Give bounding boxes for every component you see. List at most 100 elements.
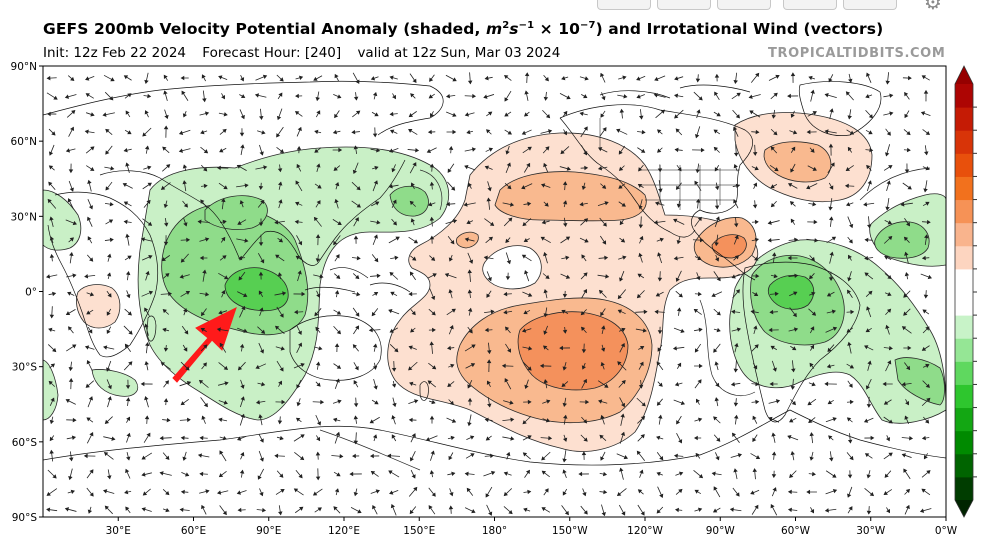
- wind-vector-head: [260, 199, 265, 205]
- wind-vector-head: [697, 417, 703, 422]
- wind-vector-head: [372, 434, 378, 439]
- wind-vector-head: [205, 292, 210, 297]
- wind-vector-head: [829, 457, 834, 462]
- wind-vector-head: [844, 183, 849, 189]
- wind-vector-head: [141, 455, 146, 460]
- wind-vector-head: [734, 342, 739, 348]
- wind-vector-head: [673, 218, 678, 223]
- x-axis-ticks: 30°E 60°E 90°E 120°E 150°E 180° 150°W 120°W 90°W…: [106, 517, 958, 537]
- toolbar-button-2[interactable]: [657, 0, 711, 10]
- wind-vector-head: [52, 291, 57, 297]
- wind-vector-head: [775, 74, 780, 79]
- wind-vector-head: [446, 201, 450, 207]
- wind-vector-head: [656, 401, 661, 406]
- wind-vector-head: [217, 490, 222, 495]
- wind-vector-head: [107, 396, 112, 401]
- wind-vector-head: [317, 507, 322, 512]
- wind-vector-head: [770, 345, 775, 350]
- wind-vector-head: [883, 400, 889, 405]
- wind-vector-head: [636, 293, 642, 299]
- wind-vector-head: [713, 348, 718, 353]
- wind-vector-head: [809, 274, 814, 280]
- wind-vector-head: [299, 506, 304, 511]
- coastlines: [43, 80, 946, 466]
- wind-vector-head: [296, 402, 301, 407]
- wind-vector-head: [654, 309, 659, 315]
- wind-vector-head: [68, 475, 73, 481]
- wind-vector-head: [713, 486, 718, 491]
- wind-vector-head: [526, 162, 531, 168]
- wind-vector-head: [716, 437, 721, 442]
- wind-vector-head: [389, 111, 394, 117]
- wind-vector-head: [336, 274, 341, 279]
- x-tick-label: 120°E: [328, 525, 360, 537]
- wind-vector-head: [847, 493, 852, 498]
- wind-vector-head: [184, 330, 189, 335]
- wind-vector-head: [790, 451, 795, 456]
- wind-vector-head: [503, 491, 508, 497]
- wind-vector-head: [714, 73, 720, 78]
- wind-vector-head: [735, 183, 740, 189]
- wind-vector-head: [790, 168, 795, 173]
- wind-vector-head: [466, 487, 471, 493]
- wind-vector-head: [562, 402, 567, 407]
- toolbar-button-5[interactable]: [843, 0, 897, 10]
- wind-vector-head: [301, 291, 306, 297]
- wind-vector-head: [697, 507, 703, 512]
- colorbar-segment: [955, 384, 973, 409]
- wind-vector-head: [123, 75, 129, 80]
- wind-vector-head: [735, 492, 740, 497]
- wind-vector-head: [240, 451, 245, 457]
- toolbar-button-4[interactable]: [783, 0, 837, 10]
- wind-vector-head: [126, 432, 131, 438]
- wind-vector-head: [602, 222, 607, 227]
- wind-vector-head: [886, 131, 891, 136]
- wind-vector-head: [274, 453, 279, 459]
- wind-vector-head: [484, 327, 489, 333]
- wind-vector-head: [811, 471, 816, 477]
- wind-vector-head: [697, 379, 702, 384]
- wind-vector-head: [159, 435, 164, 441]
- wind-vector-head: [903, 468, 908, 473]
- wind-vector-head: [372, 91, 378, 97]
- wind-vector-head: [372, 343, 378, 348]
- wind-vector-head: [772, 367, 777, 372]
- wind-vector-head: [163, 203, 169, 209]
- wind-vector-head: [791, 400, 796, 406]
- toolbar-button-3[interactable]: [717, 0, 771, 10]
- wind-vector-head: [754, 166, 759, 171]
- wind-vector-head: [51, 131, 56, 136]
- wind-vector-head: [295, 255, 300, 260]
- wind-vector-head: [543, 96, 549, 101]
- wind-vector-head: [787, 255, 792, 261]
- wind-vector-head: [828, 435, 833, 440]
- wind-vector-head: [657, 277, 663, 282]
- wind-vector-head: [581, 365, 586, 370]
- wind-vector-head: [374, 112, 379, 117]
- wind-vector-head: [543, 289, 548, 294]
- wind-vector-head: [376, 273, 381, 279]
- green-region-north-africa-mid: [874, 221, 930, 259]
- wind-vector-head: [258, 185, 264, 190]
- wind-vector-head: [449, 492, 454, 497]
- wind-vector-head: [451, 308, 456, 313]
- toolbar-button-1[interactable]: [597, 0, 651, 10]
- wind-vector-head: [750, 309, 755, 315]
- wind-vector-head: [658, 188, 663, 193]
- wind-vector-head: [128, 330, 133, 335]
- wind-vector-head: [408, 345, 413, 350]
- wind-vector-head: [71, 435, 76, 440]
- wind-vector-head: [925, 326, 930, 331]
- wind-vector-head: [808, 418, 813, 424]
- wind-vector-head: [620, 342, 625, 348]
- wind-vector-head: [906, 147, 911, 153]
- wind-vector-head: [144, 415, 150, 420]
- wind-vector-head: [504, 326, 510, 331]
- wind-vector-head: [392, 199, 397, 204]
- wind-vector-head: [698, 96, 703, 101]
- wind-vector-head: [449, 400, 454, 406]
- gear-icon[interactable]: ⚙: [924, 0, 942, 14]
- wind-vector-head: [563, 110, 568, 116]
- wind-vector-head: [148, 290, 154, 295]
- wind-vector-head: [411, 433, 416, 438]
